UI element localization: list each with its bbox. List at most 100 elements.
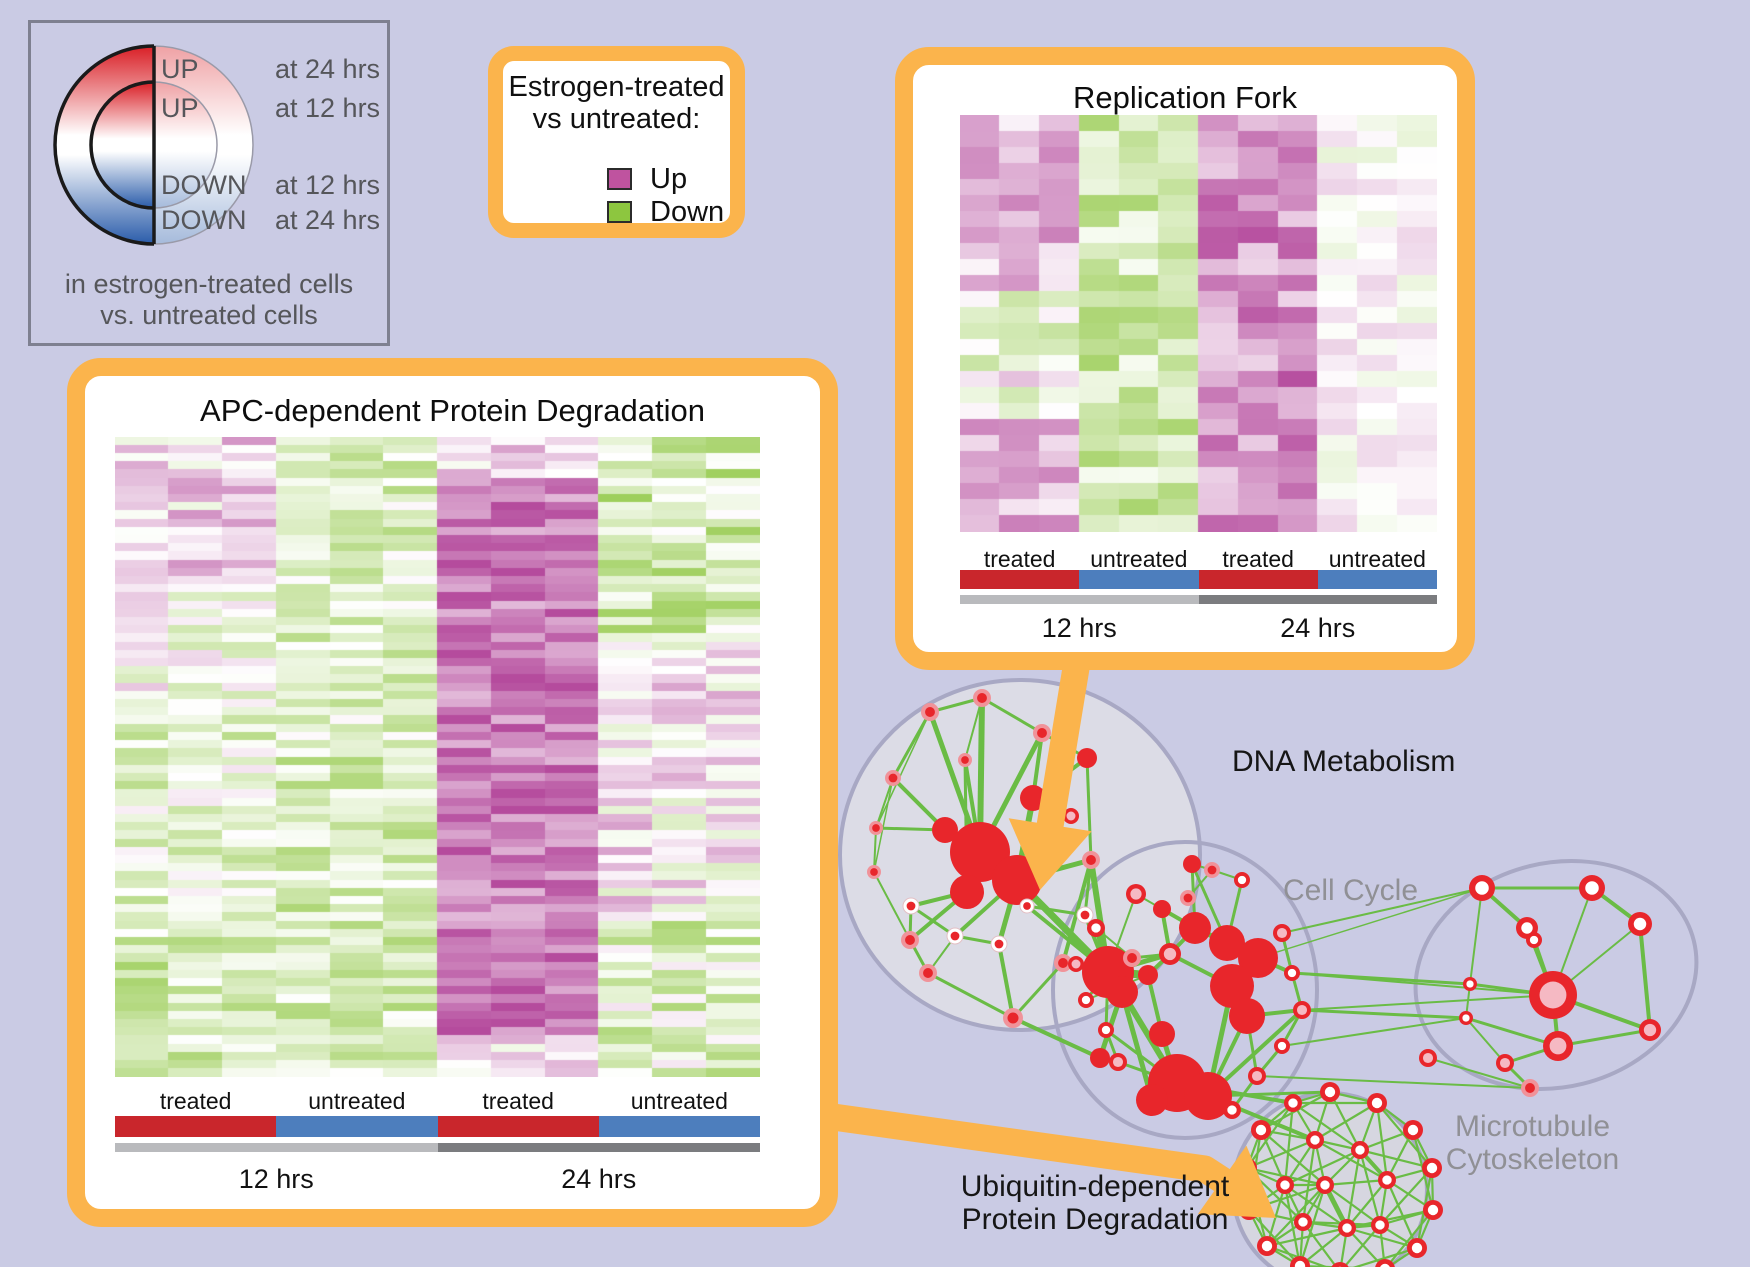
- network-node-core: [1380, 1263, 1390, 1267]
- network-edge: [1342, 1224, 1381, 1267]
- microtubule-label-line2: Cytoskeleton: [1445, 1143, 1620, 1176]
- network-node-core: [1261, 1240, 1273, 1252]
- network-node-core: [1183, 893, 1193, 903]
- network-edge: [1284, 1139, 1316, 1186]
- network-node: [1183, 855, 1201, 873]
- network-node-core: [1521, 922, 1533, 934]
- repfork-group-label: untreated: [1328, 546, 1426, 572]
- apc-condition-labels: treated untreated treated untreated: [115, 1087, 760, 1115]
- untreated-bar-segment: [1079, 570, 1199, 589]
- network-edge: [1376, 1102, 1433, 1169]
- ring-diagram: [53, 44, 254, 246]
- network-node: [992, 855, 1042, 905]
- network-node: [1184, 1072, 1232, 1120]
- network-node-core: [1426, 1162, 1438, 1174]
- network-node-core: [1086, 855, 1096, 865]
- network-edge: [1385, 1209, 1434, 1267]
- network-edge: [1246, 1138, 1316, 1170]
- network-node-core: [1007, 1012, 1019, 1024]
- network-edge: [1465, 1016, 1559, 1048]
- network-node-core: [925, 707, 935, 717]
- repfork-12hrs-label: 12 hrs: [1041, 613, 1117, 643]
- network-edge: [1266, 1184, 1326, 1247]
- ring-row-up24: UP: [161, 55, 199, 83]
- network-edge: [1465, 1017, 1506, 1064]
- network-node: [1149, 1021, 1175, 1047]
- network-node: [1209, 925, 1245, 961]
- network-node-core: [1499, 1057, 1511, 1069]
- network-node-core: [1643, 1023, 1657, 1037]
- network-edge: [1352, 1246, 1418, 1267]
- network-node-core: [1539, 981, 1567, 1009]
- network-edge: [873, 777, 894, 873]
- network-node-core: [1342, 1223, 1352, 1233]
- replication-fork-heatmap: [960, 115, 1437, 532]
- ring-time-down12: at 12 hrs: [275, 170, 381, 200]
- network-edge: [1638, 923, 1652, 1031]
- network-edge: [1011, 961, 1065, 1020]
- apc-heatmap: [115, 437, 760, 1077]
- ring-caption-line2: vs. untreated cells: [100, 300, 318, 330]
- microtubule-label: Microtubule Cytoskeleton: [1420, 1110, 1645, 1176]
- network-edge: [1292, 1102, 1361, 1151]
- network-node-core: [1287, 968, 1297, 978]
- network-edge: [964, 697, 983, 761]
- ring-caption-line1: in estrogen-treated cells: [64, 269, 354, 299]
- repfork-group-label: treated: [983, 546, 1056, 572]
- network-edge: [910, 904, 956, 938]
- network-node-core: [1585, 881, 1599, 895]
- network-edge: [1359, 1148, 1433, 1170]
- network-edge: [1302, 1221, 1338, 1267]
- apc-title: APC-dependent Protein Degradation: [200, 393, 705, 428]
- repfork-group-label: treated: [1222, 546, 1294, 572]
- down-label: Down: [650, 196, 725, 228]
- apc-condition-bar: [115, 1116, 760, 1137]
- network-edge: [1281, 1017, 1467, 1047]
- network-edge: [1324, 1184, 1381, 1226]
- network-node-core: [1251, 1070, 1263, 1082]
- network-edge: [873, 871, 911, 941]
- ring-time-up24: at 24 hrs: [275, 54, 381, 84]
- updown-legend-box: Estrogen-treated vs untreated: Up Down: [488, 46, 745, 238]
- network-edge: [1260, 1129, 1326, 1186]
- network-node-core: [1310, 1135, 1320, 1145]
- network-edge: [997, 943, 1015, 1019]
- time-12hrs-segment: [115, 1143, 438, 1152]
- network-edge: [1026, 904, 1086, 917]
- network-edge: [1385, 1179, 1419, 1249]
- network-node-core: [1466, 980, 1474, 988]
- network-node-core: [1277, 1041, 1287, 1051]
- network-edge: [891, 711, 932, 779]
- network-node: [1229, 998, 1265, 1034]
- network-node-core: [1037, 728, 1047, 738]
- ubiquitin-label-line1: Ubiquitin-dependent: [960, 1170, 1230, 1203]
- network-edge: [1281, 887, 1483, 934]
- orange-arrow-head: [1008, 818, 1092, 890]
- network-edge: [1257, 887, 1483, 959]
- network-node-core: [1163, 947, 1177, 961]
- network-edge: [1324, 1178, 1388, 1187]
- network-edge: [1061, 859, 1093, 964]
- treated-bar-segment: [437, 1116, 599, 1137]
- treated-bar-segment: [960, 570, 1080, 589]
- network-node-core: [1371, 1097, 1383, 1109]
- untreated-bar-segment: [1317, 570, 1437, 589]
- network-node-core: [1427, 1204, 1439, 1216]
- ubiquitin-label-line2: Protein Degradation: [961, 1203, 1229, 1236]
- network-node-core: [1475, 881, 1489, 895]
- network-node: [1138, 965, 1158, 985]
- up-label: Up: [650, 163, 688, 195]
- network-edge: [1379, 1167, 1433, 1226]
- time-24hrs-segment: [1198, 595, 1437, 604]
- network-node-core: [923, 968, 933, 978]
- apc-group-label: treated: [482, 1088, 554, 1114]
- ubiquitin-label: Ubiquitin-dependent Protein Degradation: [950, 1170, 1240, 1236]
- network-node: [1331, 1262, 1349, 1267]
- treated-bar-segment: [1198, 570, 1318, 589]
- network-edge: [1246, 1102, 1294, 1169]
- ring-time-up12: at 12 hrs: [275, 93, 381, 123]
- network-node-core: [1633, 917, 1647, 931]
- network-edge: [1298, 1184, 1327, 1267]
- network-edge: [875, 711, 931, 829]
